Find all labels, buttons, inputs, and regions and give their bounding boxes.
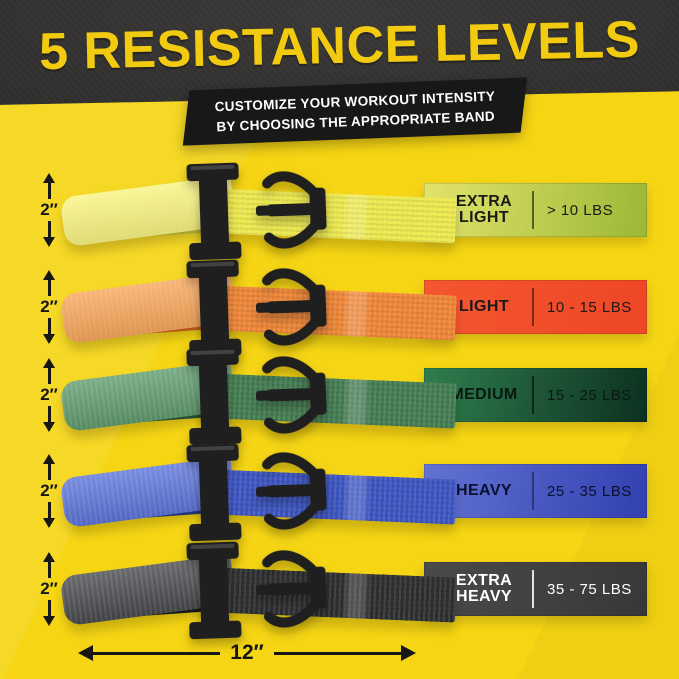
buckle-icon bbox=[186, 162, 327, 261]
marker-stem bbox=[47, 464, 51, 480]
band-row: 2″ HEAVY 25 - 35 LBS bbox=[0, 441, 679, 542]
strip-divider bbox=[532, 570, 534, 608]
band-width-label: 2″ bbox=[40, 579, 58, 598]
arrow-up-icon bbox=[43, 358, 55, 368]
marker-stem bbox=[47, 502, 51, 518]
marker-stem bbox=[47, 280, 51, 296]
band-row: 2″ LIGHT 10 - 15 LBS bbox=[0, 257, 679, 358]
strip-divider bbox=[532, 376, 534, 414]
band-photo bbox=[56, 160, 457, 261]
resistance-range-label: > 10 LBS bbox=[547, 201, 614, 219]
band-width-marker: 2″ bbox=[34, 454, 64, 528]
band-length-label: 12″ bbox=[230, 641, 264, 664]
resistance-range-label: 35 - 75 LBS bbox=[547, 580, 632, 598]
arrow-down-icon bbox=[43, 237, 55, 247]
resistance-strip: EXTRA LIGHT > 10 LBS bbox=[424, 183, 647, 237]
band-width-label: 2″ bbox=[40, 297, 58, 316]
resistance-level-label: EXTRA LIGHT bbox=[455, 193, 513, 226]
resistance-range-label: 15 - 25 LBS bbox=[547, 386, 632, 404]
resistance-level-label: LIGHT bbox=[459, 298, 509, 316]
resistance-strip: HEAVY 25 - 35 LBS bbox=[424, 464, 647, 518]
band-width-label: 2″ bbox=[40, 385, 58, 404]
arrow-up-icon bbox=[43, 552, 55, 562]
arrow-down-icon bbox=[43, 334, 55, 344]
arrow-down-icon bbox=[43, 518, 55, 528]
buckle-icon bbox=[186, 541, 327, 640]
band-length-marker: 12″ bbox=[78, 640, 417, 666]
resistance-strip: MEDIUM 15 - 25 LBS bbox=[424, 368, 647, 422]
band-width-label: 2″ bbox=[40, 200, 58, 219]
band-width-marker: 2″ bbox=[34, 552, 64, 626]
strip-divider bbox=[532, 191, 534, 229]
marker-stem bbox=[47, 368, 51, 384]
length-line-right bbox=[273, 651, 402, 655]
marker-stem bbox=[47, 318, 51, 334]
marker-stem bbox=[47, 562, 51, 578]
resistance-range-label: 25 - 35 LBS bbox=[547, 482, 632, 500]
buckle-icon bbox=[186, 347, 327, 446]
arrow-right-icon bbox=[401, 645, 417, 661]
length-line-left bbox=[93, 651, 221, 655]
marker-stem bbox=[47, 221, 51, 237]
band-width-marker: 2″ bbox=[34, 270, 64, 344]
band-width-marker: 2″ bbox=[34, 173, 64, 247]
resistance-strip: LIGHT 10 - 15 LBS bbox=[424, 280, 647, 334]
band-row: 2″ EXTRA HEAVY 35 - 75 LBS bbox=[0, 539, 679, 640]
arrow-left-icon bbox=[78, 645, 93, 661]
strip-divider bbox=[532, 288, 534, 326]
band-width-marker: 2″ bbox=[34, 358, 64, 432]
strip-divider bbox=[532, 472, 534, 510]
resistance-strip: EXTRA HEAVY 35 - 75 LBS bbox=[424, 562, 647, 616]
marker-stem bbox=[47, 406, 51, 422]
band-photo bbox=[56, 257, 457, 358]
subtitle-banner: CUSTOMIZE YOUR WORKOUT INTENSITY BY CHOO… bbox=[182, 77, 528, 146]
band-photo bbox=[56, 539, 457, 640]
arrow-up-icon bbox=[43, 454, 55, 464]
resistance-range-label: 10 - 15 LBS bbox=[547, 298, 632, 316]
band-row: 2″ MEDIUM 15 - 25 LBS bbox=[0, 345, 679, 446]
arrow-up-icon bbox=[43, 270, 55, 280]
subtitle-text: CUSTOMIZE YOUR WORKOUT INTENSITY BY CHOO… bbox=[214, 87, 496, 137]
header-band bbox=[0, 0, 679, 105]
marker-stem bbox=[47, 600, 51, 616]
arrow-up-icon bbox=[43, 173, 55, 183]
band-row: 2″ EXTRA LIGHT > 10 LBS bbox=[0, 160, 679, 261]
arrow-down-icon bbox=[43, 422, 55, 432]
resistance-level-label: EXTRA HEAVY bbox=[455, 572, 513, 605]
band-width-label: 2″ bbox=[40, 481, 58, 500]
marker-stem bbox=[47, 183, 51, 199]
buckle-icon bbox=[186, 443, 327, 542]
resistance-level-label: HEAVY bbox=[456, 482, 512, 500]
band-photo bbox=[56, 345, 457, 446]
band-photo bbox=[56, 441, 457, 542]
arrow-down-icon bbox=[43, 616, 55, 626]
resistance-level-label: MEDIUM bbox=[450, 386, 518, 404]
